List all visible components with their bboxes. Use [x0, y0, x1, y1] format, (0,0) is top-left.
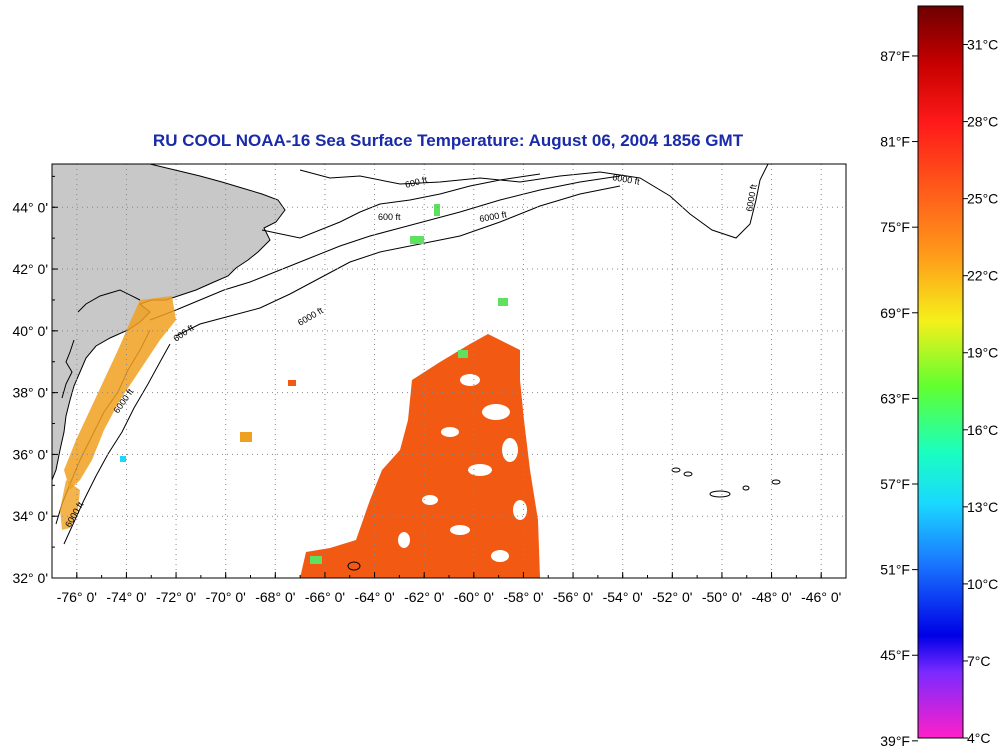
y-tick-label: 40° 0' — [12, 323, 48, 339]
sst-swath-warm — [300, 334, 540, 578]
colorbar-fahrenheit-label: 45°F — [880, 647, 910, 663]
colorbar-celsius-label: 22°C — [967, 268, 998, 284]
colorbar-fahrenheit-labels: 87°F 81°F 75°F 69°F 63°F 57°F 51°F 45°F 39°F — [880, 48, 918, 749]
y-tick-label: 32° 0' — [12, 570, 48, 586]
colorbar-fahrenheit-label: 81°F — [880, 134, 910, 150]
latitude-axis: 44° 0' 42° 0' 40° 0' 38° 0' 36° 0' 34° 0' 32° … — [12, 175, 58, 586]
x-tick-label: -68° 0' — [255, 589, 295, 605]
x-tick-label: -54° 0' — [603, 589, 643, 605]
x-tick-label: -74° 0' — [106, 589, 146, 605]
contour-label: 6000 ft — [612, 172, 641, 187]
x-tick-label: -76° 0' — [57, 589, 97, 605]
colorbar-fahrenheit-label: 51°F — [880, 562, 910, 578]
x-tick-label: -52° 0' — [652, 589, 692, 605]
colorbar-celsius-labels: 31°C 28°C 25°C 22°C 19°C 16°C 13°C 10°C 7°C 4°C — [963, 37, 998, 746]
colorbar-celsius-label: 13°C — [967, 499, 998, 515]
y-tick-label: 42° 0' — [12, 261, 48, 277]
x-tick-label: -48° 0' — [751, 589, 791, 605]
gridlines — [52, 164, 846, 579]
sst-scatter — [120, 204, 508, 564]
colorbar — [917, 5, 964, 739]
contour-label: 6000 ft — [744, 183, 759, 212]
x-tick-label: -58° 0' — [503, 589, 543, 605]
x-tick-label: -50° 0' — [702, 589, 742, 605]
colorbar-celsius-label: 19°C — [967, 345, 998, 361]
colorbar-celsius-label: 16°C — [967, 422, 998, 438]
contour-line — [63, 343, 171, 545]
sst-swath-mid — [60, 480, 80, 530]
colorbar-celsius-label: 10°C — [967, 576, 998, 592]
chart-title: RU COOL NOAA-16 Sea Surface Temperature:… — [152, 131, 744, 150]
x-tick-label: -46° 0' — [801, 589, 841, 605]
land-mass — [52, 164, 286, 481]
coastline-detail — [61, 339, 75, 399]
colorbar-fahrenheit-label: 75°F — [880, 219, 910, 235]
contour-line — [261, 173, 541, 239]
colorbar-celsius-label: 4°C — [967, 730, 991, 746]
y-tick-label: 36° 0' — [12, 446, 48, 462]
colorbar-fahrenheit-label: 57°F — [880, 476, 910, 492]
contour-label: 600 ft — [378, 212, 401, 222]
x-tick-label: -70° 0' — [206, 589, 246, 605]
y-tick-label: 38° 0' — [12, 385, 48, 401]
cloud-gaps — [398, 374, 527, 562]
sst-swath-mid — [64, 296, 176, 490]
y-tick-label: 34° 0' — [12, 508, 48, 524]
y-tick-label: 44° 0' — [12, 199, 48, 215]
colorbar-fahrenheit-label: 87°F — [880, 48, 910, 64]
colorbar-celsius-label: 28°C — [967, 114, 998, 130]
colorbar-fahrenheit-label: 69°F — [880, 305, 910, 321]
colorbar-celsius-label: 25°C — [967, 191, 998, 207]
colorbar-celsius-label: 7°C — [967, 653, 991, 669]
island-outlines — [347, 467, 781, 571]
x-tick-label: -72° 0' — [156, 589, 196, 605]
contour-line — [175, 185, 621, 337]
longitude-axis: -76° 0' -74° 0' -72° 0' -70° 0' -68° 0' -66° … — [51, 572, 847, 605]
x-tick-label: -66° 0' — [305, 589, 345, 605]
coastline-detail — [77, 289, 141, 313]
x-tick-label: -60° 0' — [454, 589, 494, 605]
colorbar-fahrenheit-label: 63°F — [880, 390, 910, 406]
colorbar-fahrenheit-label: 39°F — [880, 733, 910, 749]
contour-label: 6000 ft — [479, 209, 508, 224]
x-tick-label: -56° 0' — [553, 589, 593, 605]
colorbar-celsius-label: 31°C — [967, 37, 998, 53]
contour-line — [299, 164, 769, 239]
contour-line — [149, 175, 621, 321]
x-tick-label: -64° 0' — [354, 589, 394, 605]
x-tick-label: -62° 0' — [404, 589, 444, 605]
